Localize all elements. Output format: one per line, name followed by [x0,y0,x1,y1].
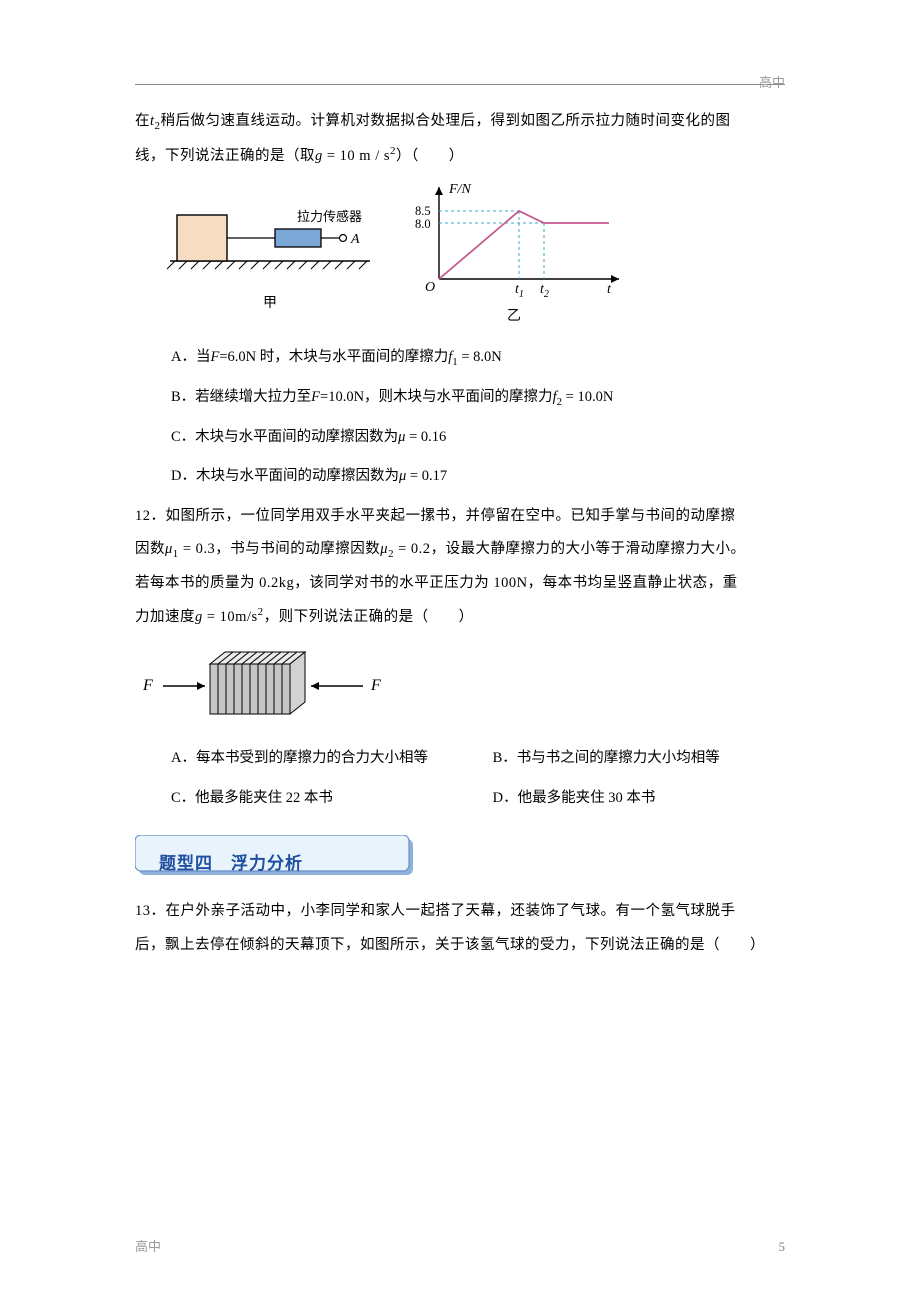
diagram-block-sensor: 拉力传感器 A [165,179,375,284]
text: 稍后做匀速直线运动。计算机对数据拟合处理后，得到如图乙所示拉力随时间变化的图 [160,113,730,129]
text: = 8.0N [458,349,502,365]
header-right: 高中 [759,68,785,98]
origin-label: O [425,280,435,295]
footer-left: 高中 [135,1232,161,1262]
text: = 10 m / s [323,148,390,164]
text: A．当 [171,349,210,365]
text: C．木块与水平面间的动摩擦因数为 [171,429,398,445]
force-right-label: F [370,677,381,694]
footer-page-number: 5 [779,1232,786,1262]
text: 线，下列说法正确的是（取 [135,148,315,164]
var-f: F [210,349,219,365]
q12-line2: 因数μ1 = 0.3，书与书间的动摩擦因数μ2 = 0.2，设最大静摩擦力的大小… [135,533,785,567]
q13-line1: 13．在户外亲子活动中，小李同学和家人一起搭了天幕，还装饰了气球。有一个氢气球脱… [135,895,785,928]
diagram-books: F F [135,644,395,734]
figure-1-right: F/N 8.5 8.0 O t1 t2 t 乙 [399,179,629,333]
x-t1: t1 [515,282,524,297]
text: =10.0N，则木块与水平面间的摩擦力 [320,389,553,405]
q11-options: A．当F=6.0N 时，木块与水平面间的摩擦力f1 = 8.0N B．若继续增大… [135,341,785,493]
page: 高中 在t2稍后做匀速直线运动。计算机对数据拟合处理后，得到如图乙所示拉力随时间… [0,0,920,1302]
text: = 10m/s [203,609,258,625]
q13-line2: 后，飘上去停在倾斜的天幕顶下，如图所示，关于该氢气球的受力，下列说法正确的是（ … [135,929,785,962]
text: = 0.2 [394,541,431,557]
option-c: C．木块与水平面间的动摩擦因数为μ = 0.16 [171,421,785,454]
force-left-label: F [142,677,153,694]
y-tick-8-5: 8.5 [415,204,431,218]
text: ）（ ） [396,148,464,164]
text: 因数 [135,541,165,557]
var-f: F [311,389,320,405]
q12-line3: 若每本书的质量为 0.2kg，该同学对书的水平正压力为 100N，每本书均呈竖直… [135,567,785,600]
var-mu2: μ [380,541,388,557]
text: B．若继续增大拉力至 [171,389,311,405]
text: =6.0N 时，木块与水平面间的摩擦力 [219,349,448,365]
intro-line-2: 线，下列说法正确的是（取g = 10 m / s2）（ ） [135,139,785,173]
figure-1-left: 拉力传感器 A 甲 [165,179,375,320]
sensor-label: 拉力传感器 [297,209,362,224]
text: = 0.17 [406,468,447,484]
figure-2: F F [135,644,785,734]
text: ，设最大静摩擦力的大小等于滑动摩擦力大小。 [431,541,746,557]
x-t2: t2 [540,282,549,297]
text: 力加速度 [135,609,195,625]
text: ，书与书间的动摩擦因数 [215,541,380,557]
var-mu1: μ [165,541,173,557]
point-a: A [350,232,360,247]
q12-options: A．每本书受到的摩擦力的合力大小相等 B．书与书之间的摩擦力大小均相等 C．他最… [135,742,785,815]
option-d: D．木块与水平面间的动摩擦因数为μ = 0.17 [171,460,785,493]
option-b: B．书与书之间的摩擦力大小均相等 [493,742,785,775]
yaxis-label: F/N [448,182,471,197]
q12-line4: 力加速度g = 10m/s2，则下列说法正确的是（ ） [135,600,785,634]
text: D．木块与水平面间的动摩擦因数为 [171,468,399,484]
option-c: C．他最多能夹住 22 本书 [171,782,493,815]
text: = 0.3 [179,541,216,557]
figure-1-caption-right: 乙 [507,301,521,333]
figure-1-caption-left: 甲 [263,288,277,320]
figure-1: 拉力传感器 A 甲 F/N 8.5 [165,179,785,333]
q12-line1: 12．如图所示，一位同学用双手水平夹起一摞书，并停留在空中。已知手掌与书间的动摩… [135,500,785,533]
intro-line-1: 在t2稍后做匀速直线运动。计算机对数据拟合处理后，得到如图乙所示拉力随时间变化的… [135,105,785,139]
text: = 0.16 [405,429,446,445]
option-b: B．若继续增大拉力至F=10.0N，则木块与水平面间的摩擦力f2 = 10.0N [171,381,785,415]
text: ，则下列说法正确的是（ ） [264,609,474,625]
var-g: g [195,609,203,625]
option-a: A．每本书受到的摩擦力的合力大小相等 [171,742,493,775]
option-a: A．当F=6.0N 时，木块与水平面间的摩擦力f1 = 8.0N [171,341,785,375]
text: 在 [135,113,150,129]
header-rule [135,84,785,85]
option-d: D．他最多能夹住 30 本书 [493,782,785,815]
graph-force-time: F/N 8.5 8.0 O t1 t2 t [399,179,629,297]
xaxis-label: t [607,282,612,297]
var-g: g [315,148,323,164]
y-tick-8-0: 8.0 [415,217,431,231]
text: = 10.0N [562,389,613,405]
section-4-banner: 题型四 浮力分析 [135,835,415,877]
section-4-title: 题型四 浮力分析 [159,844,303,883]
